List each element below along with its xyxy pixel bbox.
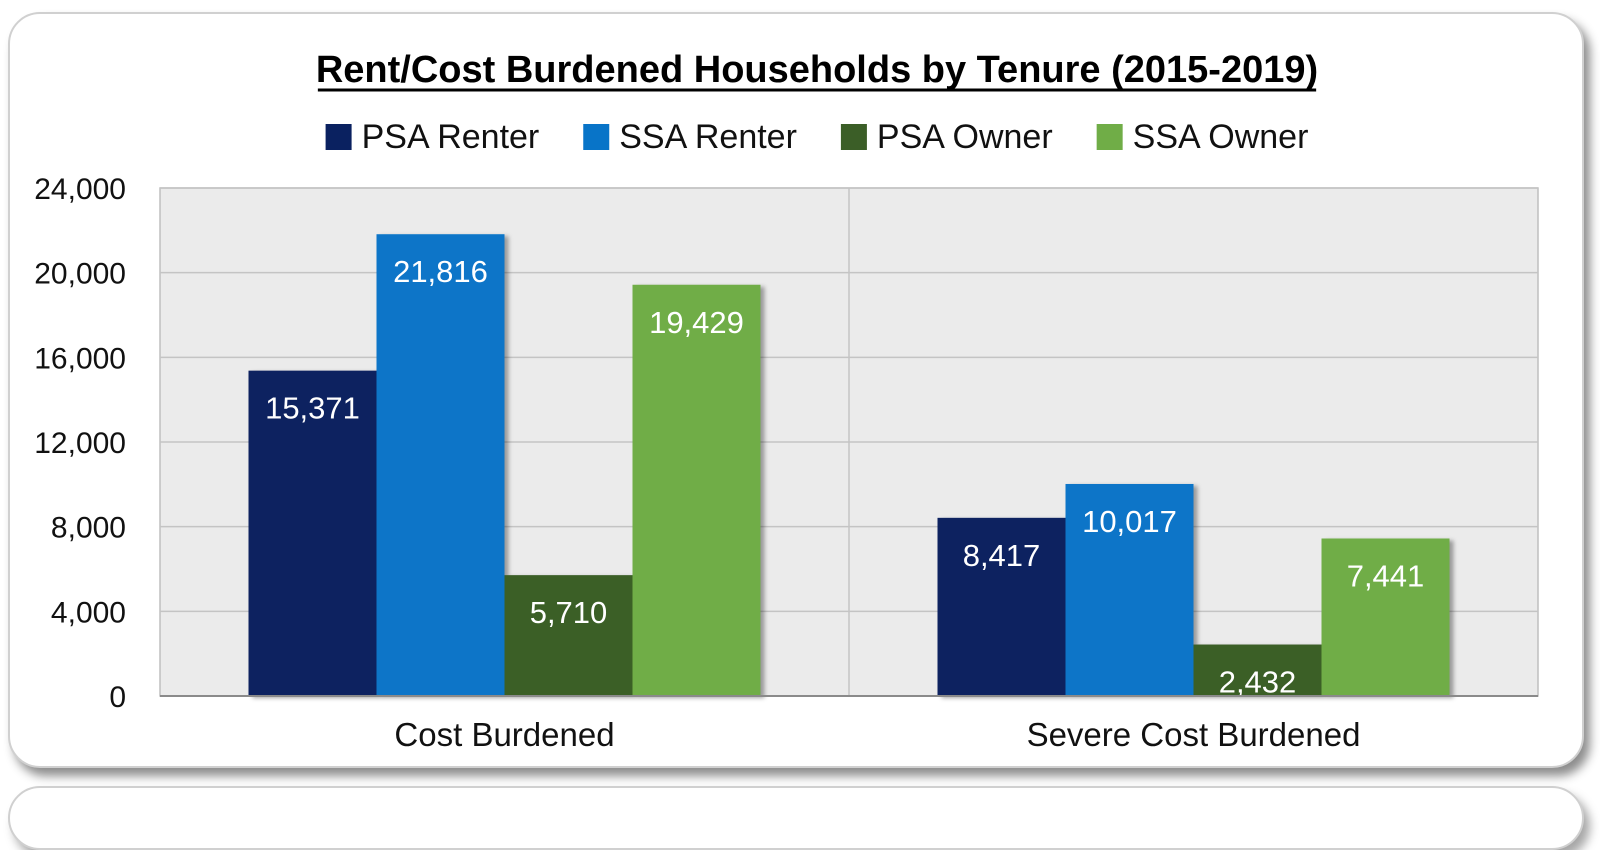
- legend-label: SSA Renter: [619, 118, 797, 156]
- bar: [376, 234, 505, 696]
- y-tick-label: 8,000: [51, 512, 126, 545]
- y-tick-label: 20,000: [34, 258, 126, 291]
- legend-item: PSA Owner: [840, 118, 1053, 156]
- legend-item: SSA Owner: [1096, 118, 1309, 156]
- chart-title: Rent/Cost Burdened Households by Tenure …: [316, 49, 1318, 91]
- bar: [1193, 644, 1322, 696]
- legend-swatch: [840, 124, 867, 150]
- legend-item: SSA Renter: [583, 118, 797, 156]
- bar-data-label: 8,417: [963, 538, 1041, 573]
- x-category-label: Severe Cost Burdened: [1027, 716, 1361, 753]
- y-tick-label: 12,000: [34, 427, 126, 460]
- bar-data-label: 10,017: [1082, 504, 1177, 539]
- legend-swatch: [1096, 124, 1123, 150]
- legend-swatch: [325, 124, 352, 150]
- bar: [937, 517, 1066, 696]
- bar: [1065, 483, 1194, 696]
- legend-swatch: [583, 124, 610, 150]
- bar-chart: 15,371 21,816 5,710 19,429 8,417 10,017 2,432 7…: [34, 49, 1539, 753]
- bar-data-label: 19,429: [649, 305, 744, 340]
- legend-label: PSA Owner: [877, 118, 1053, 156]
- bar: [1321, 538, 1450, 696]
- legend-label: SSA Owner: [1133, 118, 1309, 156]
- bar-data-label: 15,371: [265, 391, 360, 426]
- y-tick-label: 24,000: [34, 173, 126, 206]
- y-tick-label: 4,000: [51, 596, 126, 629]
- bar-data-label: 5,710: [530, 595, 608, 630]
- bar: [504, 575, 633, 696]
- legend-item: PSA Renter: [325, 118, 540, 156]
- bar: [632, 284, 761, 696]
- y-tick-label: 16,000: [34, 342, 126, 375]
- x-category-label: Cost Burdened: [394, 716, 614, 753]
- bar-data-label: 21,816: [393, 254, 488, 289]
- bar: [248, 370, 377, 696]
- bar-data-label: 7,441: [1347, 558, 1425, 593]
- legend-label: PSA Renter: [362, 118, 540, 156]
- bar-data-label: 2,432: [1219, 665, 1297, 700]
- y-tick-label: 0: [109, 681, 126, 714]
